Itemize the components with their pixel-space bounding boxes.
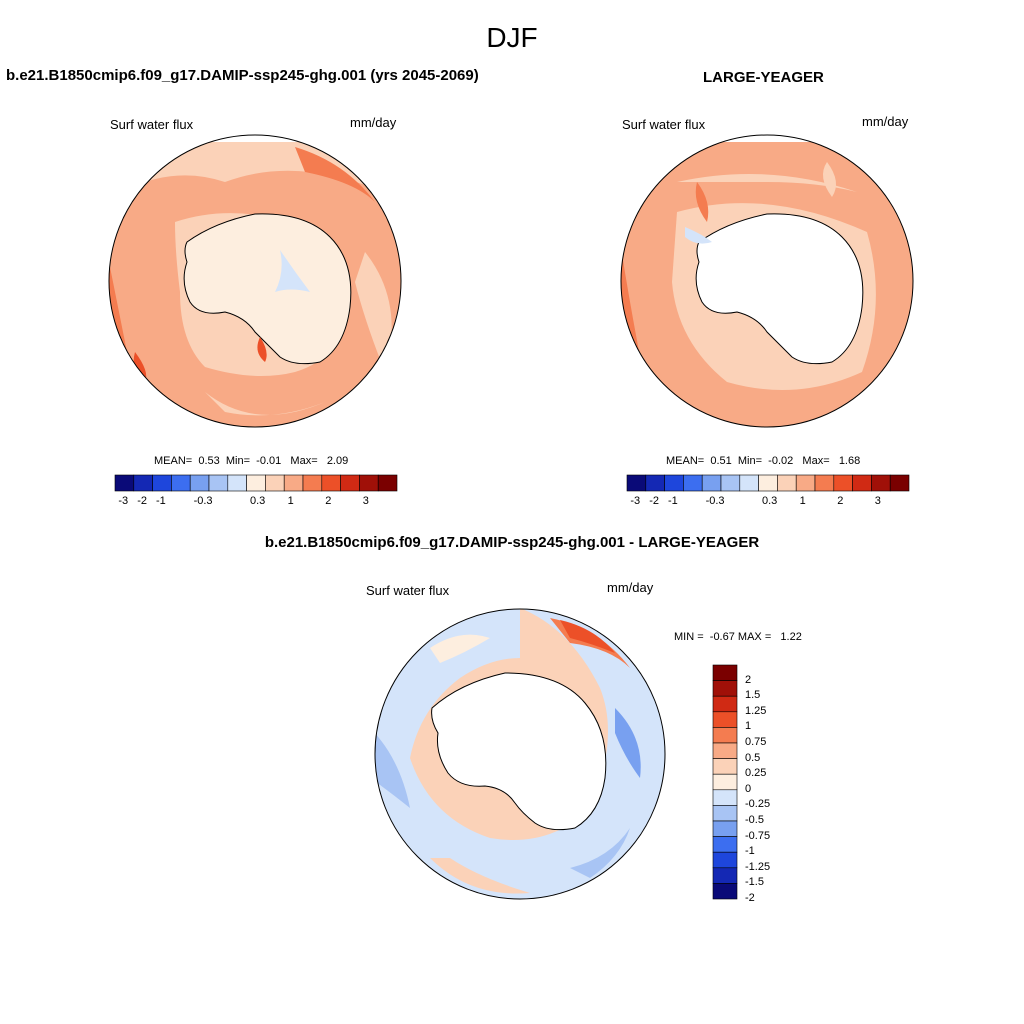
colorbar-swatch [664,474,684,492]
panel3-polar-map [374,608,666,900]
colorbar-swatch [208,474,229,492]
colorbar-tick-label: -1.5 [745,876,764,889]
panel3-title: b.e21.B1850cmip6.f09_g17.DAMIP-ssp245-gh… [264,534,760,551]
colorbar-tick-label: 1 [799,495,806,507]
colorbar-swatch [712,680,738,697]
colorbar-tick-label: 0.5 [745,751,761,764]
colorbar-tick-label: 0.75 [745,736,767,748]
colorbar-tick-label: 2 [837,495,844,507]
colorbar-swatch [712,851,738,869]
colorbar-swatch [712,742,738,759]
panel1-antarctica-outline [183,213,352,365]
colorbar-swatch [626,474,647,492]
panel2-variable-label: Surf water flux [622,117,706,132]
colorbar-tick-label: 2 [325,495,332,507]
colorbar-swatch [265,474,285,492]
colorbar-swatch [321,474,341,492]
panel3-stats: MIN = -0.67 MAX = 1.22 [674,631,802,643]
colorbar-tick-label: -1 [745,845,755,858]
colorbar-swatch [133,474,153,492]
colorbar-swatch [340,474,360,492]
panel2-antarctica-outline [695,213,864,365]
colorbar-tick-label: 0 [745,782,752,795]
colorbar-swatch [302,474,323,492]
panel3-antarctica-outline [431,672,607,831]
panel1-units-label: mm/day [350,115,397,130]
colorbar-swatch [712,883,738,900]
colorbar-swatch [701,474,722,492]
colorbar-swatch [777,474,797,492]
colorbar-swatch [852,474,872,492]
colorbar-tick-label: -2 [745,892,755,904]
season-title: DJF [486,22,538,53]
colorbar-tick-label: -0.75 [745,829,771,842]
colorbar-tick-label: 2 [745,673,752,686]
colorbar-swatch [712,758,738,775]
colorbar-swatch [795,474,816,492]
colorbar-tick-label: -0.5 [745,814,764,826]
colorbar-tick-label: 1.25 [745,704,767,717]
colorbar-swatch [712,836,738,853]
colorbar-tick-label: 0.3 [762,495,778,507]
colorbar-tick-label: -0.3 [193,495,213,507]
panel1-colorbar [114,474,398,492]
colorbar-tick-label: -1 [156,495,166,507]
colorbar-swatch [359,474,379,492]
colorbar-swatch [227,474,247,492]
colorbar-tick-label: -0.25 [745,798,771,811]
colorbar-swatch [814,474,835,492]
colorbar-swatch [889,474,910,492]
colorbar-swatch [871,474,891,492]
panel1-variable-label: Surf water flux [110,117,194,132]
colorbar-tick-label: -2 [649,495,659,507]
panel2-polar-map [620,134,914,428]
colorbar-tick-label: 0.25 [745,767,767,780]
colorbar-tick-label: 3 [874,495,881,507]
panel3-colorbar [712,664,738,900]
colorbar-swatch [377,474,398,492]
colorbar-tick-label: 1 [745,720,752,733]
colorbar-swatch [645,474,665,492]
colorbar-swatch [720,474,741,492]
colorbar-tick-label: -3 [118,495,129,507]
colorbar-swatch [152,474,172,492]
panel1-polar-map [108,134,402,428]
colorbar-tick-label: 1.5 [745,689,761,702]
colorbar-swatch [833,474,853,492]
colorbar-swatch [712,820,738,837]
colorbar-swatch [712,664,738,681]
panel1-title: b.e21.B1850cmip6.f09_g17.DAMIP-ssp245-gh… [6,67,479,84]
colorbar-swatch [189,474,210,492]
colorbar-tick-label: 0.3 [250,495,266,507]
colorbar-tick-label: -1 [668,495,678,507]
panel2-stats: MEAN= 0.51 Min= -0.02 Max= 1.68 [666,455,861,467]
colorbar-swatch [758,474,778,492]
colorbar-tick-label: -0.3 [705,495,725,507]
colorbar-swatch [712,727,738,744]
colorbar-swatch [712,789,738,806]
panel3-units-label: mm/day [607,580,654,595]
colorbar-swatch [283,474,304,492]
panel2-title: LARGE-YEAGER [703,69,824,86]
colorbar-swatch [683,474,703,492]
colorbar-tick-label: -1.25 [745,860,771,873]
colorbar-swatch [712,773,738,791]
colorbar-swatch [739,474,759,492]
panel2-colorbar [626,474,910,492]
colorbar-tick-label: -3 [630,495,641,507]
colorbar-swatch [246,474,266,492]
colorbar-swatch [712,695,738,713]
panel1-stats: MEAN= 0.53 Min= -0.01 Max= 2.09 [154,455,349,467]
colorbar-swatch [712,805,738,822]
colorbar-tick-label: 3 [362,495,369,507]
panel3-variable-label: Surf water flux [366,583,450,598]
colorbar-swatch [712,867,738,884]
panel2-units-label: mm/day [862,114,909,129]
colorbar-tick-label: -2 [137,495,147,507]
colorbar-tick-label: 1 [287,495,294,507]
colorbar-swatch [712,711,738,728]
colorbar-swatch [114,474,135,492]
colorbar-swatch [171,474,191,492]
